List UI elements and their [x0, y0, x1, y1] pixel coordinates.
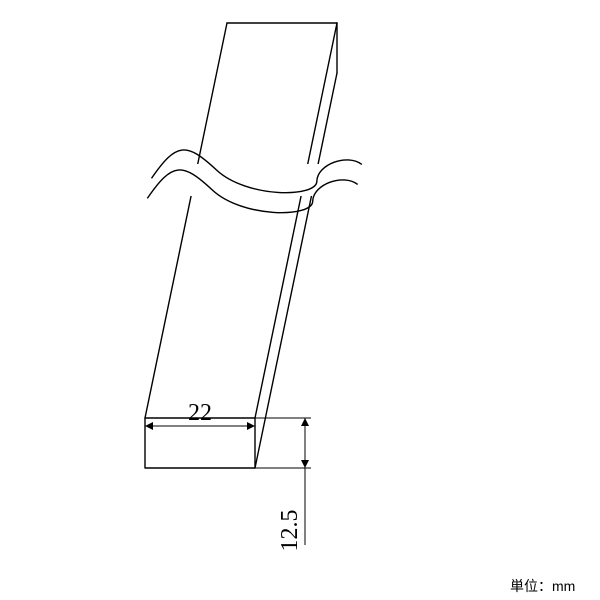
dim-width-label: 22 — [188, 400, 212, 426]
dim-height-label: 12.5 — [277, 510, 303, 552]
technical-drawing: 22 12.5 — [0, 0, 600, 600]
unit-note: 単位：mm — [510, 576, 575, 596]
